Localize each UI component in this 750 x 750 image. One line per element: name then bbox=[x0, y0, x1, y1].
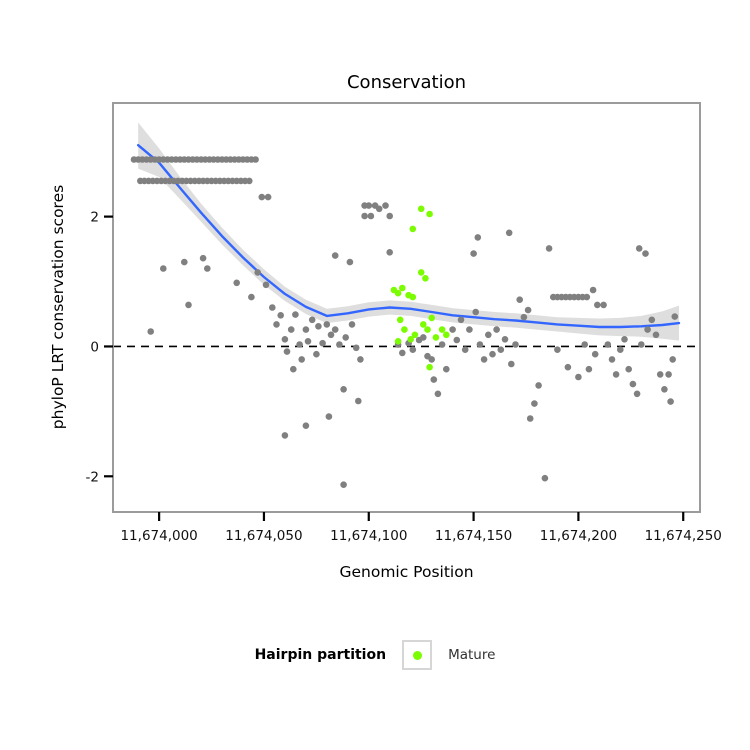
svg-text:11,674,150: 11,674,150 bbox=[435, 528, 512, 544]
legend-title: Hairpin partition bbox=[254, 647, 387, 663]
legend-label-mature: Mature bbox=[448, 647, 496, 663]
svg-text:11,674,200: 11,674,200 bbox=[540, 528, 617, 544]
chart-title: Conservation bbox=[346, 72, 466, 93]
mature-point-swatch bbox=[412, 650, 422, 660]
legend: Hairpin partition Mature bbox=[0, 638, 750, 672]
svg-text:11,674,100: 11,674,100 bbox=[330, 528, 407, 544]
svg-text:11,674,000: 11,674,000 bbox=[120, 528, 197, 544]
x-axis-label: Genomic Position bbox=[339, 563, 474, 581]
svg-text:0: 0 bbox=[90, 339, 99, 355]
legend-key bbox=[402, 640, 433, 670]
plot-area: 11,674,000 11,674,050 11,674,100 11,674,150… bbox=[86, 102, 722, 544]
svg-text:2: 2 bbox=[90, 210, 99, 226]
svg-text:11,674,250: 11,674,250 bbox=[645, 528, 722, 544]
svg-text:-2: -2 bbox=[86, 469, 99, 485]
svg-text:11,674,050: 11,674,050 bbox=[225, 528, 302, 544]
